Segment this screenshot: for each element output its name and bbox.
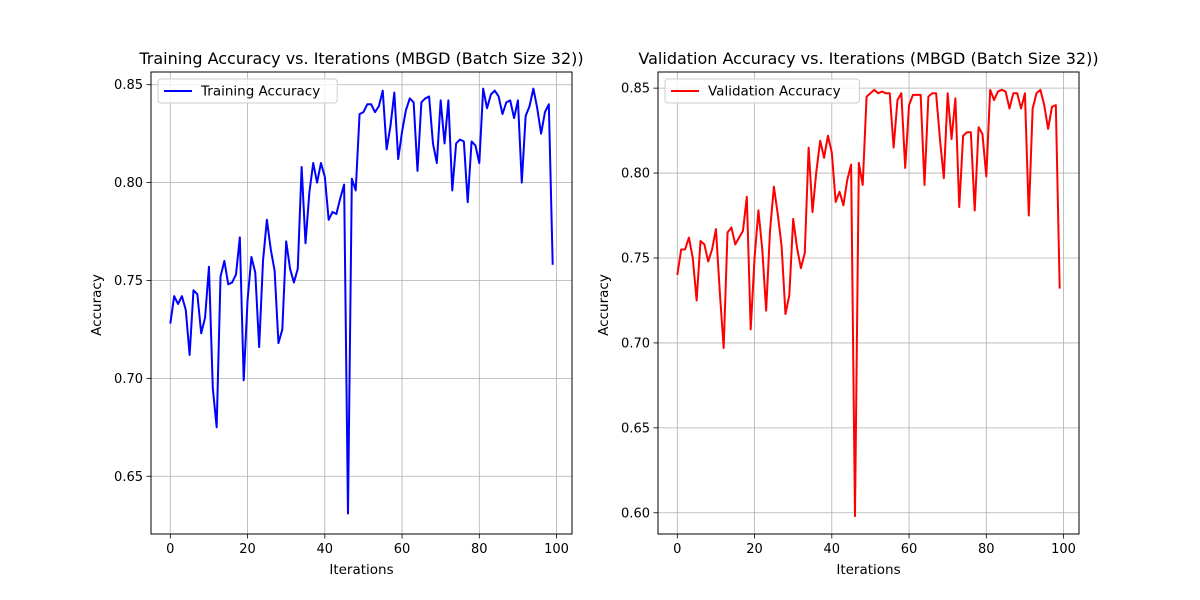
x-axis-label: Iterations [329, 562, 393, 578]
axis-ticks: 0 20 40 60 80 100 0.60 0.65 0.70 0.75 0.80 0.85 [621, 82, 1076, 557]
axis-ticks: 0 20 40 60 80 100 0.65 0.70 0.75 0.80 0.85 [114, 78, 569, 557]
x-tick-label: 20 [746, 542, 763, 557]
y-tick-label: 0.60 [621, 506, 650, 521]
series-line [169, 87, 554, 515]
y-axis-label: Accuracy [89, 274, 105, 336]
x-tick-label: 100 [544, 542, 569, 557]
series-line [676, 88, 1061, 518]
series-marks [676, 88, 1061, 518]
y-tick-label: 0.80 [114, 176, 143, 191]
legend-label: Training Accuracy [200, 84, 320, 100]
x-tick-label: 80 [471, 542, 488, 557]
x-tick-label: 0 [673, 542, 681, 557]
legend-box [664, 78, 860, 104]
chart-title: Validation Accuracy vs. Iterations (MBGD… [638, 49, 1098, 68]
y-tick-label: 0.85 [114, 78, 143, 93]
y-tick-label: 0.65 [621, 421, 650, 436]
series-marks [169, 87, 554, 515]
x-tick-label: 40 [824, 542, 841, 557]
y-tick-label: 0.85 [621, 82, 650, 97]
y-tick-label: 0.75 [114, 274, 143, 289]
x-tick-label: 40 [317, 542, 334, 557]
y-tick-label: 0.80 [621, 167, 650, 182]
x-tick-label: 20 [239, 542, 256, 557]
x-tick-label: 100 [1051, 542, 1076, 557]
y-tick-label: 0.70 [621, 336, 650, 351]
training-accuracy-panel: Training Accuracy vs. Iterations (MBGD (… [89, 49, 584, 578]
y-tick-label: 0.65 [114, 470, 143, 485]
validation-accuracy-panel: Validation Accuracy vs. Iterations (MBGD… [596, 49, 1099, 578]
x-tick-label: 60 [901, 542, 918, 557]
x-axis-label: Iterations [836, 562, 900, 578]
legend: Training Accuracy [157, 78, 338, 104]
chart-title: Training Accuracy vs. Iterations (MBGD (… [138, 49, 583, 68]
plot-frame [150, 71, 573, 535]
x-tick-label: 0 [166, 542, 174, 557]
legend-label: Validation Accuracy [708, 84, 841, 100]
y-tick-label: 0.75 [621, 251, 650, 266]
x-tick-label: 80 [978, 542, 995, 557]
legend: Validation Accuracy [664, 78, 860, 104]
y-tick-label: 0.70 [114, 372, 143, 387]
legend-box [157, 78, 338, 104]
x-tick-label: 60 [394, 542, 411, 557]
y-axis-label: Accuracy [596, 274, 612, 336]
plot-frame [657, 71, 1080, 535]
